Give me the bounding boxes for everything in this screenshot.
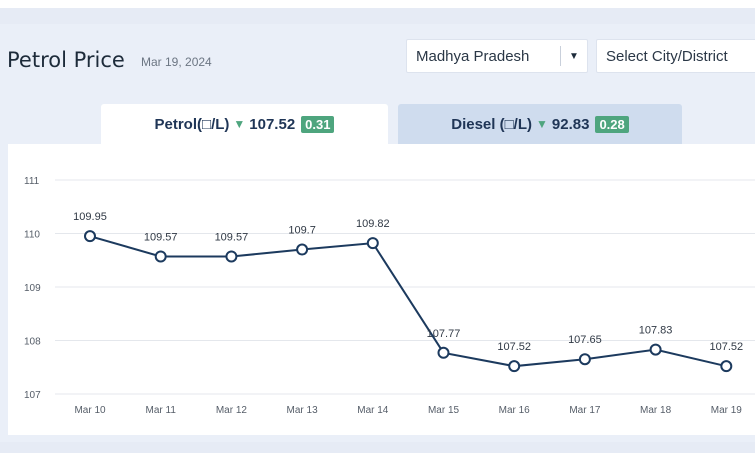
page-title: Petrol Price	[7, 48, 125, 72]
data-point	[366, 237, 379, 250]
data-label: 107.52	[497, 341, 531, 353]
data-label: 107.77	[427, 328, 461, 340]
x-tick-label: Mar 15	[428, 405, 460, 416]
select-divider	[560, 46, 561, 66]
chevron-down-icon[interactable]: ▼	[569, 50, 579, 62]
data-label: 109.95	[73, 211, 107, 223]
city-select[interactable]: Select City/District	[596, 39, 755, 73]
data-label: 109.57	[144, 232, 178, 244]
down-triangle-icon: ▼	[536, 117, 548, 131]
data-point	[225, 250, 238, 263]
data-point	[578, 353, 591, 366]
x-tick-label: Mar 14	[357, 405, 389, 416]
data-point	[508, 360, 521, 373]
x-tick-label: Mar 18	[640, 405, 672, 416]
state-select[interactable]: Madhya Pradesh ▼	[406, 39, 588, 73]
tab-petrol-price: 107.52	[249, 115, 296, 133]
x-tick-label: Mar 10	[74, 405, 106, 416]
tab-petrol-change-badge: 0.31	[301, 115, 335, 133]
data-point	[154, 250, 167, 263]
tab-petrol[interactable]: Petrol(□/L) ▼ 107.52 0.31	[101, 104, 388, 144]
data-point	[649, 343, 662, 356]
x-tick-label: Mar 11	[146, 405, 177, 416]
data-label: 109.7	[288, 225, 316, 237]
data-point	[296, 243, 309, 256]
state-select-label: Madhya Pradesh	[416, 47, 530, 65]
down-triangle-icon: ▼	[233, 117, 246, 131]
y-tick-label: 108	[24, 337, 41, 348]
y-tick-label: 111	[24, 176, 40, 187]
data-label: 107.83	[639, 325, 673, 337]
tab-petrol-label: Petrol(□/L)	[154, 115, 230, 133]
data-label: 107.65	[568, 334, 602, 346]
x-tick-label: Mar 17	[569, 405, 601, 416]
top-strip	[0, 0, 755, 8]
y-tick-label: 107	[24, 390, 41, 401]
data-label: 107.52	[709, 341, 743, 353]
series-line	[89, 235, 727, 368]
tab-diesel-price: 92.83	[551, 115, 590, 133]
data-label: 109.57	[215, 232, 249, 244]
chart-area	[8, 144, 755, 435]
tab-diesel[interactable]: Diesel (□/L) ▼ 92.83 0.28	[398, 104, 682, 144]
x-tick-label: Mar 19	[711, 405, 743, 416]
tab-diesel-change-badge: 0.28	[595, 115, 629, 133]
x-tick-label: Mar 16	[499, 405, 531, 416]
data-point	[720, 360, 733, 373]
data-label: 109.82	[356, 218, 390, 230]
y-tick-label: 110	[24, 230, 40, 241]
x-tick-label: Mar 12	[216, 405, 248, 416]
data-point	[437, 346, 450, 359]
data-point	[84, 230, 96, 243]
city-select-label: Select City/District	[606, 47, 728, 65]
y-tick-label: 109	[24, 283, 41, 294]
tab-diesel-label: Diesel (□/L)	[451, 115, 532, 133]
x-tick-label: Mar 13	[287, 405, 319, 416]
price-date: Mar 19, 2024	[141, 55, 212, 69]
